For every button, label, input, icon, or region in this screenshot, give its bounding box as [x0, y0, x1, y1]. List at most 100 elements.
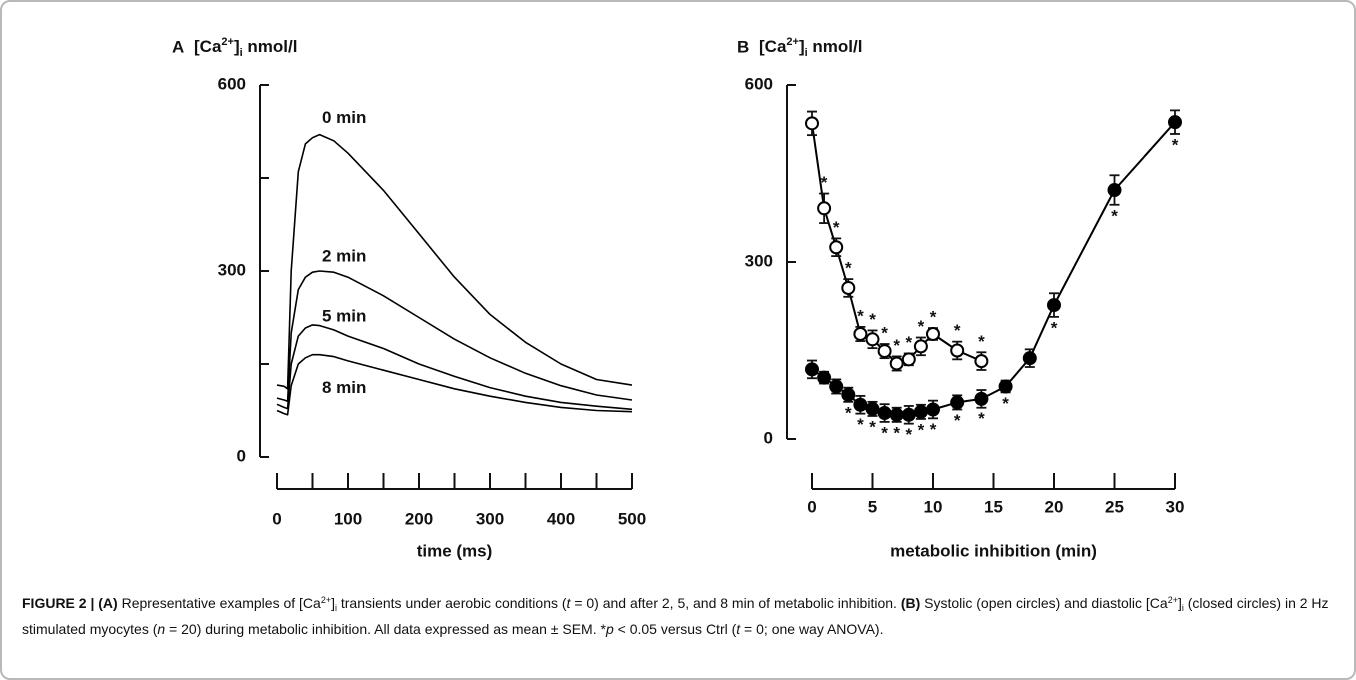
- caption-text: p: [605, 621, 614, 637]
- significance: *: [881, 423, 888, 442]
- significance: *: [1111, 206, 1118, 225]
- significance: *: [881, 323, 888, 342]
- x-tick-label: 100: [334, 509, 362, 528]
- data-point: [853, 397, 868, 412]
- significance: *: [978, 332, 985, 351]
- significance: *: [1002, 394, 1009, 413]
- data-point: [853, 326, 868, 341]
- title-part: i: [240, 47, 243, 59]
- data-point: [1047, 298, 1061, 313]
- significance: *: [954, 321, 961, 340]
- data-point: [877, 344, 892, 359]
- data-point: [889, 407, 904, 422]
- x-tick-label: 5: [868, 497, 877, 516]
- x-tick-label: 400: [547, 509, 575, 528]
- title-part: nmol/l: [243, 37, 298, 56]
- series-label: 5 min: [322, 306, 366, 325]
- significance: *: [857, 415, 864, 434]
- data-point: [998, 379, 1013, 394]
- caption-text: = 0; one way ANOVA).: [740, 621, 884, 637]
- caption-text: = 20) during metabolic inhibition. All d…: [165, 621, 606, 637]
- significance: *: [833, 218, 840, 237]
- data-point: [974, 391, 989, 406]
- data-point: [817, 201, 832, 216]
- x-tick-label: 200: [405, 509, 433, 528]
- data-point: [841, 387, 856, 402]
- x-tick-label: 0: [272, 509, 281, 528]
- x-tick-label: 300: [476, 509, 504, 528]
- data-point: [841, 280, 856, 295]
- data-point: [889, 356, 904, 371]
- data-point: [865, 332, 880, 347]
- significance: *: [869, 417, 876, 436]
- significance: *: [857, 306, 864, 325]
- title-part: [Ca: [194, 37, 222, 56]
- caption-text: = 0) and after 2, 5, and 8 min of metabo…: [570, 595, 901, 611]
- caption-text: n: [157, 621, 166, 637]
- y-tick-label: 0: [237, 446, 246, 465]
- significance: *: [1172, 135, 1179, 154]
- data-line: [276, 353, 633, 416]
- caption-text: t: [736, 621, 741, 637]
- caption-text: ]: [331, 595, 335, 611]
- data-point: [974, 354, 989, 369]
- significance: *: [845, 403, 852, 422]
- title-part: i: [805, 47, 808, 59]
- y-tick-label: 300: [745, 251, 773, 270]
- data-point: [901, 407, 916, 422]
- caption-text: i: [334, 603, 337, 613]
- significance: *: [821, 173, 828, 192]
- data-point: [817, 370, 832, 385]
- data-point: [829, 379, 844, 394]
- title-part: [Ca: [759, 37, 787, 56]
- title-part: ]: [234, 37, 240, 56]
- caption-text: (B): [900, 595, 921, 611]
- data-point: [926, 326, 940, 341]
- series-label: 2 min: [322, 246, 366, 265]
- data-point: [913, 404, 928, 419]
- caption-text: 2+: [1167, 595, 1178, 605]
- caption-text: i: [1181, 603, 1184, 613]
- data-point: [926, 402, 940, 417]
- data-point: [829, 240, 844, 255]
- significance: *: [893, 336, 900, 355]
- x-tick-label: 0: [807, 497, 816, 516]
- caption-text: t: [566, 595, 571, 611]
- y-tick-label: 300: [218, 260, 246, 279]
- title-part: nmol/l: [808, 37, 863, 56]
- panel-label: A: [172, 37, 184, 56]
- data-point: [1107, 183, 1122, 198]
- title-part: ]: [799, 37, 805, 56]
- data-point: [901, 352, 916, 367]
- series-label: 8 min: [322, 378, 366, 397]
- y-tick-label: 600: [218, 74, 246, 93]
- chart-title: [Ca2+]i nmol/l: [194, 36, 297, 59]
- x-tick-label: 20: [1045, 497, 1064, 516]
- caption-text: ]: [1177, 595, 1182, 611]
- x-tick-label: 10: [924, 497, 943, 516]
- significance: *: [954, 411, 961, 430]
- x-axis-label: metabolic inhibition (min): [890, 541, 1097, 560]
- x-tick-label: 30: [1166, 497, 1185, 516]
- x-tick-label: 25: [1105, 497, 1124, 516]
- data-line: [811, 121, 1176, 416]
- significance: *: [893, 423, 900, 442]
- title-part: 2+: [221, 36, 234, 48]
- caption-text: < 0.05 versus Ctrl (: [613, 621, 737, 637]
- x-tick-label: 15: [984, 497, 1003, 516]
- data-point: [1168, 115, 1182, 130]
- panel-label: B: [737, 37, 749, 56]
- significance: *: [918, 420, 925, 439]
- x-tick-label: 500: [618, 509, 646, 528]
- caption-text: Systolic (open circles) and diastolic [C…: [920, 595, 1168, 611]
- title-part: 2+: [786, 36, 799, 48]
- caption-text: transients under aerobic conditions (: [336, 595, 567, 611]
- chart-title: [Ca2+]i nmol/l: [759, 36, 862, 59]
- series-label: 0 min: [322, 108, 366, 127]
- data-point: [913, 339, 928, 354]
- caption: FIGURE 2 | (A) Representative examples o…: [22, 590, 1338, 640]
- data-point: [1022, 351, 1037, 366]
- significance: *: [1051, 318, 1058, 337]
